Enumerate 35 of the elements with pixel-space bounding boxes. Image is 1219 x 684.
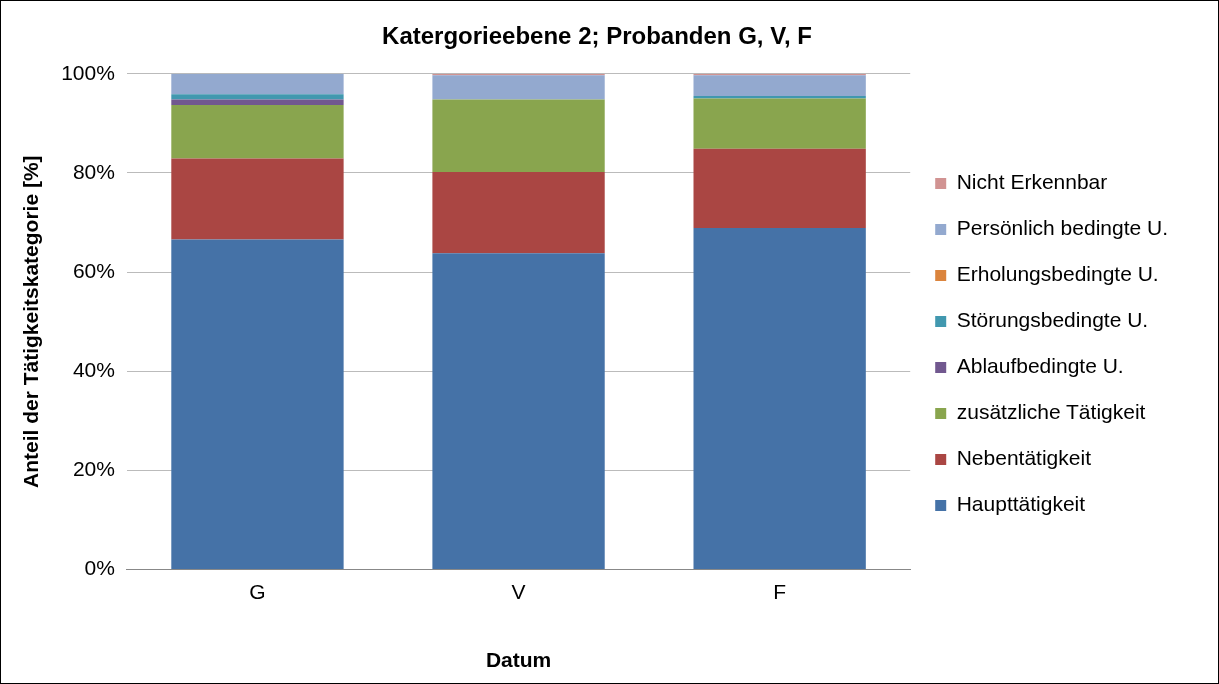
bar	[432, 253, 605, 570]
y-tick-label: 40%	[72, 358, 115, 382]
bar	[171, 239, 344, 570]
legend-label: Ablaufbedingte U.	[956, 354, 1124, 378]
x-axis-title: Datum	[485, 648, 552, 672]
legend-label: Persönlich bedingte U.	[956, 216, 1168, 240]
legend-label: Nebentätigkeit	[956, 446, 1092, 470]
bar	[693, 98, 866, 149]
x-tick-label: V	[511, 580, 526, 603]
legend-label: zusätzliche Tätigkeit	[956, 400, 1146, 424]
bar	[693, 96, 866, 99]
y-tick-label: 0%	[84, 556, 115, 580]
legend-label: Haupttätigkeit	[956, 492, 1086, 516]
x-tick-label: F	[773, 580, 787, 603]
bar	[171, 105, 344, 159]
y-axis-title: Anteil der Tätigkeitskategorie [%]	[19, 155, 43, 488]
legend-label: Nicht Erkennbar	[956, 170, 1108, 194]
bar	[432, 99, 605, 172]
bar	[693, 148, 866, 228]
bar	[171, 94, 344, 100]
bar	[693, 75, 866, 97]
y-tick-label: 20%	[72, 457, 115, 481]
bar	[171, 99, 344, 106]
bar	[432, 75, 605, 100]
chart-title: Katergorieebene 2; Probanden G, V, F	[382, 22, 812, 50]
legend-label: Erholungsbedingte U.	[956, 262, 1159, 286]
y-tick-label: 100%	[61, 60, 115, 84]
x-tick-label: G	[249, 580, 266, 603]
bar	[171, 158, 344, 240]
bar	[693, 227, 866, 570]
bar	[432, 171, 605, 254]
y-tick-label: 80%	[72, 159, 115, 183]
legend-label: Störungsbedingte U.	[956, 308, 1149, 332]
bar	[171, 73, 344, 95]
y-tick-label: 60%	[72, 258, 115, 282]
